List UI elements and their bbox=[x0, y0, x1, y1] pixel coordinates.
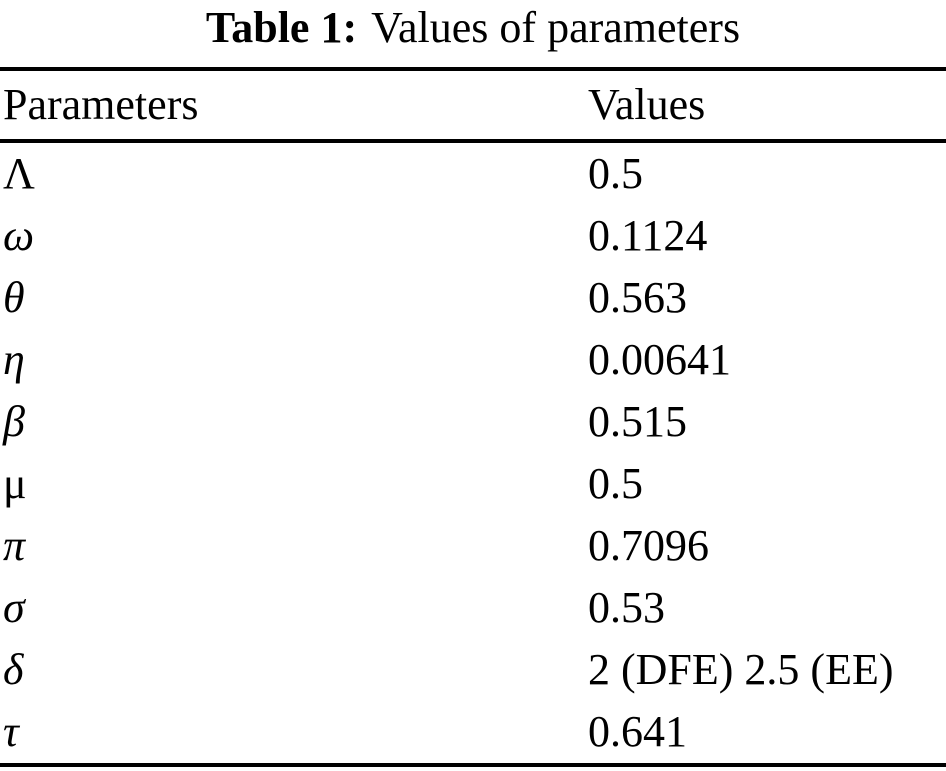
table-body: Λ 0.5 ω 0.1124 θ 0.563 η 0.00641 β 0.515… bbox=[0, 143, 946, 763]
table-row: μ 0.5 bbox=[0, 453, 946, 515]
parameter-value: 0.7096 bbox=[588, 521, 709, 570]
table-caption: Table 1: Values of parameters bbox=[0, 0, 946, 67]
parameter-symbol-beta: β bbox=[3, 397, 25, 446]
table-top-rule bbox=[0, 67, 946, 71]
parameter-symbol-mu: μ bbox=[3, 459, 27, 508]
table-mid-rule bbox=[0, 139, 946, 143]
parameter-symbol-sigma: σ bbox=[3, 583, 25, 632]
table-row: ω 0.1124 bbox=[0, 205, 946, 267]
parameter-value: 0.00641 bbox=[588, 335, 731, 384]
parameter-value: 0.1124 bbox=[588, 211, 708, 260]
parameter-symbol-omega: ω bbox=[3, 211, 35, 260]
table-row: η 0.00641 bbox=[0, 329, 946, 391]
column-header-values: Values bbox=[588, 80, 706, 129]
table-row: θ 0.563 bbox=[0, 267, 946, 329]
table-bottom-rule bbox=[0, 763, 946, 767]
table-row: Λ 0.5 bbox=[0, 143, 946, 205]
parameter-symbol-Lambda: Λ bbox=[3, 149, 35, 198]
parameter-symbol-tau: τ bbox=[3, 707, 19, 756]
parameter-symbol-theta: θ bbox=[3, 273, 25, 322]
table-row: τ 0.641 bbox=[0, 701, 946, 763]
parameter-value: 0.5 bbox=[588, 459, 643, 508]
parameter-symbol-eta: η bbox=[3, 335, 25, 384]
table-row: π 0.7096 bbox=[0, 515, 946, 577]
table-row: σ 0.53 bbox=[0, 577, 946, 639]
parameter-value: 0.53 bbox=[588, 583, 665, 632]
parameter-value: 0.641 bbox=[588, 707, 687, 756]
table-row: δ 2 (DFE) 2.5 (EE) bbox=[0, 639, 946, 701]
table-header-row: Parameters Values bbox=[0, 71, 946, 139]
parameter-symbol-delta: δ bbox=[3, 645, 24, 694]
table-row: β 0.515 bbox=[0, 391, 946, 453]
parameter-value: 0.515 bbox=[588, 397, 687, 446]
table-caption-label: Table 1: bbox=[205, 3, 358, 52]
parameter-symbol-pi: π bbox=[3, 521, 26, 570]
parameter-value: 0.5 bbox=[588, 149, 643, 198]
parameter-value: 0.563 bbox=[588, 273, 687, 322]
column-header-parameters: Parameters bbox=[3, 80, 199, 129]
table-caption-text: Values of parameters bbox=[371, 3, 741, 52]
parameter-value: 2 (DFE) 2.5 (EE) bbox=[588, 645, 894, 694]
